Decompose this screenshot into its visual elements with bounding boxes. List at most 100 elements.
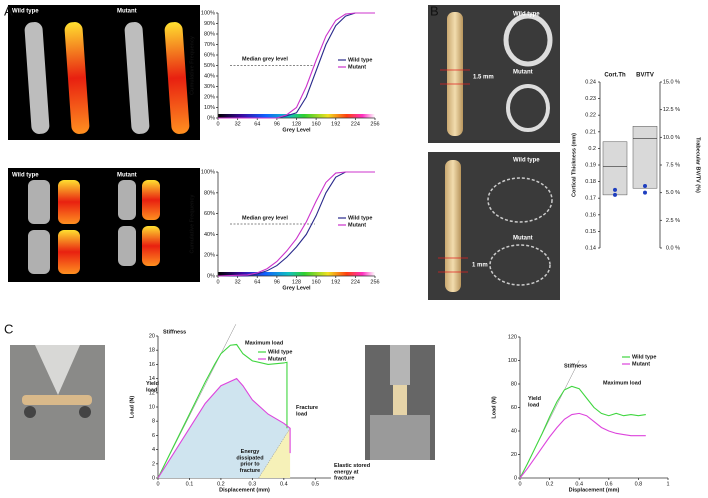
- y-tick-label: 80%: [204, 31, 215, 37]
- y-tick-label: 12: [149, 390, 155, 396]
- y-tick-label: 20: [511, 452, 517, 458]
- annotation: Yield load: [146, 381, 159, 393]
- x-tick-label: 0: [216, 279, 219, 285]
- y-tick-label: 80: [511, 381, 517, 387]
- image-label: Wild type: [513, 12, 540, 18]
- y-tick-label: 40%: [204, 73, 215, 79]
- x-tick-label: 256: [370, 279, 379, 285]
- x-tick-label: 0.6: [605, 481, 613, 487]
- y-tick-label: 0%: [207, 115, 215, 121]
- legend-label: Wild type: [348, 57, 372, 63]
- series-line: [519, 385, 646, 479]
- y-tick-label: 40: [511, 428, 517, 434]
- y-tick-label: 20%: [204, 253, 215, 259]
- y-tick-label: 0.18: [585, 179, 596, 185]
- x-tick-label: 128: [292, 279, 301, 285]
- annotation: Stiffness: [163, 329, 186, 335]
- panel-label: B: [430, 3, 439, 18]
- data-point: [643, 190, 647, 195]
- y-tick-label: 0.16: [585, 212, 596, 218]
- x-tick-label: 0.1: [186, 481, 194, 487]
- colorbar: [218, 114, 375, 118]
- y-tick-label: 10: [149, 404, 155, 410]
- series-line: [519, 412, 646, 479]
- y-tick-label: 0: [514, 475, 517, 481]
- y-tick-label: 2: [152, 461, 155, 467]
- panel-label: A: [4, 3, 13, 18]
- data-point: [613, 192, 617, 197]
- image-label: Wild type: [12, 173, 39, 179]
- y2-tick-label: 7.5 %: [666, 162, 680, 168]
- x-tick-label: 0.2: [217, 481, 225, 487]
- y2-axis-label: Trabecular BV/TV (%): [695, 137, 701, 193]
- y2-tick-label: 15.0 %: [663, 79, 680, 85]
- box: [602, 141, 628, 196]
- box: [632, 126, 658, 189]
- image-label: Mutant: [513, 70, 533, 76]
- panel-label: C: [4, 321, 13, 336]
- y-tick-label: 60%: [204, 211, 215, 217]
- y2-tick-label: 2.5 %: [666, 218, 680, 224]
- y2-tick-label: 10.0 %: [663, 135, 680, 141]
- y-tick-label: 16: [149, 362, 155, 368]
- legend-label: Wild type: [268, 349, 292, 355]
- colorbar: [218, 272, 375, 276]
- annotation: Elastic stored energy at fracture: [334, 463, 370, 482]
- legend-label: Mutant: [632, 361, 650, 367]
- series-line: [218, 12, 375, 119]
- panel-c-photo-left: [10, 345, 105, 460]
- y-tick-label: 90%: [204, 21, 215, 27]
- panel-b-bottom-image: [428, 152, 560, 300]
- category-label: BV/TV: [636, 73, 654, 79]
- y-tick-label: 0%: [207, 273, 215, 279]
- x-tick-label: 0: [216, 121, 219, 127]
- y-tick-label: 60: [511, 405, 517, 411]
- annotation: Maximum load: [245, 340, 283, 346]
- x-tick-label: 0.3: [249, 481, 257, 487]
- x-tick-label: 192: [331, 279, 340, 285]
- x-tick-label: 0.2: [546, 481, 554, 487]
- x-tick-label: 64: [254, 121, 260, 127]
- y-tick-label: 0.22: [585, 113, 596, 119]
- y-tick-label: 0.17: [585, 196, 596, 202]
- y-tick-label: 80%: [204, 190, 215, 196]
- y-tick-label: 0: [152, 475, 155, 481]
- series-line: [218, 12, 375, 119]
- x-tick-label: 128: [292, 121, 301, 127]
- y2-tick-label: 12.5 %: [663, 107, 680, 113]
- x-axis-label: Displacement (mm): [569, 487, 620, 493]
- y2-tick-label: 5.0 %: [666, 190, 680, 196]
- image-label: 1 mm: [472, 263, 488, 269]
- x-axis-label: Grey Level: [282, 127, 311, 133]
- energy-area: [158, 378, 291, 478]
- x-tick-label: 0: [156, 481, 159, 487]
- y-tick-label: 18: [149, 348, 155, 354]
- legend-label: Mutant: [348, 64, 366, 70]
- x-tick-label: 160: [312, 121, 321, 127]
- x-tick-label: 0.4: [575, 481, 583, 487]
- series-line: [157, 377, 291, 479]
- series-line: [157, 343, 288, 479]
- series-line: [217, 171, 375, 277]
- y-tick-label: 0.19: [585, 162, 596, 168]
- y-tick-label: 8: [152, 419, 155, 425]
- y-tick-label: 120: [508, 334, 517, 340]
- annotation: Stiffness: [564, 363, 587, 369]
- x-tick-label: 32: [235, 279, 241, 285]
- y2-tick-label: 0.0 %: [666, 245, 680, 251]
- panel-b-top-image: [428, 5, 560, 143]
- x-axis-label: Displacement (mm): [219, 487, 270, 493]
- x-tick-label: 224: [351, 279, 360, 285]
- x-tick-label: 32: [235, 121, 241, 127]
- panel-a-bottom-image: [8, 168, 200, 282]
- x-tick-label: 0.4: [280, 481, 288, 487]
- y-tick-label: 40%: [204, 232, 215, 238]
- legend-label: Wild type: [348, 215, 372, 221]
- y-tick-label: 20: [149, 333, 155, 339]
- y-tick-label: 70%: [204, 42, 215, 48]
- y-tick-label: 14: [149, 376, 155, 382]
- x-tick-label: 192: [331, 121, 340, 127]
- panel-c-photo-right: [365, 345, 435, 460]
- x-tick-label: 160: [312, 279, 321, 285]
